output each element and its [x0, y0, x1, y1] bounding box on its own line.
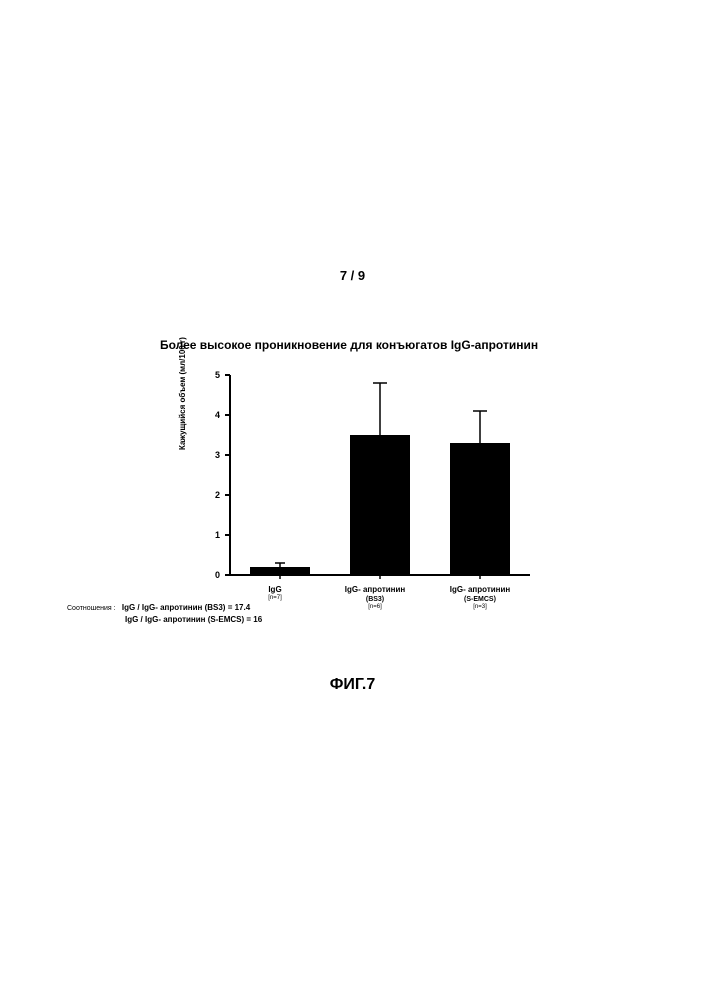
ratios-block: Соотношения : IgG / IgG- апротинин (BS3)…	[67, 602, 262, 625]
x-label-1: IgG- апротинин (BS3) [n=6]	[320, 585, 430, 612]
svg-text:0: 0	[215, 570, 220, 580]
x-label-1-n: [n=6]	[320, 604, 430, 612]
x-label-1-main: IgG- апротинин	[320, 585, 430, 595]
chart-title: Более высокое проникновение для конъюгат…	[160, 338, 600, 352]
ratio-line-2: IgG / IgG- апротинин (S-EMCS) = 16	[125, 615, 262, 624]
svg-text:1: 1	[215, 530, 220, 540]
svg-text:4: 4	[215, 410, 220, 420]
svg-text:2: 2	[215, 490, 220, 500]
y-axis-label: Кажущийся объем (мл/100 г)	[178, 337, 187, 450]
x-label-2-main: IgG- апротинин	[430, 585, 530, 595]
bar-chart: 0 1 2 3 4 5	[200, 365, 560, 615]
svg-text:5: 5	[215, 370, 220, 380]
x-label-0-main: IgG	[230, 585, 320, 595]
x-label-2: IgG- апротинин (S-EMCS) [n=3]	[430, 585, 530, 612]
x-axis-labels: IgG [n=7] IgG- апротинин (BS3) [n=6] IgG…	[230, 585, 560, 612]
x-label-2-sub: (S-EMCS)	[430, 595, 530, 604]
ratios-label: Соотношения :	[67, 604, 116, 614]
ratio-line-1: IgG / IgG- апротинин (BS3) = 17.4	[122, 603, 250, 612]
x-label-2-n: [n=3]	[430, 604, 530, 612]
page-number: 7 / 9	[0, 268, 705, 283]
x-label-1-sub: (BS3)	[320, 595, 430, 604]
svg-text:3: 3	[215, 450, 220, 460]
chart-svg: 0 1 2 3 4 5	[200, 365, 560, 615]
figure-label: ФИГ.7	[0, 676, 705, 694]
